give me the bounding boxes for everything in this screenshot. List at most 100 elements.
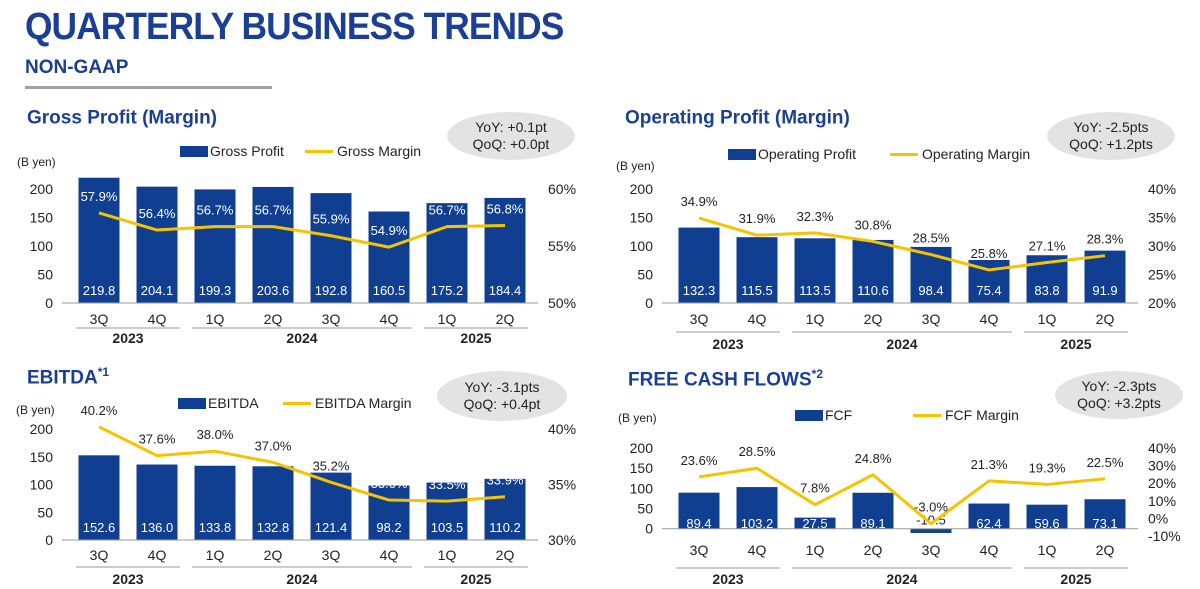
- bar-value-label: 103.2: [741, 516, 774, 531]
- category-label: 3Q: [90, 547, 109, 563]
- unit-label: (B yen): [618, 411, 657, 425]
- year-label: 2024: [886, 336, 917, 352]
- bar: [678, 227, 720, 303]
- unit-label: (B yen): [16, 403, 55, 417]
- bar-value-label: 98.2: [376, 520, 401, 535]
- margin-value-label: 56.7%: [255, 203, 292, 218]
- bar-value-label: 184.4: [489, 283, 522, 298]
- right-axis-tick: 40%: [1148, 440, 1176, 456]
- qoq-text: QoQ: +1.2pts: [1069, 136, 1153, 152]
- year-label: 2023: [712, 336, 743, 352]
- ebitda-chart: 0 50 100 150 200 30% 35% 40% 152.6 136.0 133.8 132.…: [30, 403, 576, 587]
- left-axis-tick: 150: [630, 460, 654, 476]
- margin-value-label: 27.1%: [1029, 239, 1066, 254]
- category-label: 3Q: [922, 311, 941, 327]
- year-label: 2024: [286, 330, 317, 346]
- panel-title: Gross Profit (Margin): [27, 105, 217, 129]
- right-axis-tick: 55%: [548, 238, 576, 254]
- bar: [1084, 250, 1126, 303]
- bar-value-label: 59.6: [1034, 516, 1059, 531]
- margin-value-label: 33.6%: [371, 476, 408, 491]
- legend-bar-item: Operating Profit: [728, 146, 856, 162]
- bar-value-label: 110.6: [857, 283, 889, 298]
- bar-value-label: 110.2: [489, 520, 521, 535]
- margin-value-label: 56.7%: [197, 203, 234, 218]
- chart-legend: FCF FCF Margin: [795, 407, 1055, 427]
- bar: [310, 193, 352, 303]
- category-label: 2Q: [496, 547, 515, 563]
- right-axis-tick: 30%: [1148, 238, 1176, 254]
- margin-value-label: 28.5%: [913, 231, 950, 246]
- bar-value-label: 203.6: [257, 283, 290, 298]
- margin-line: [98, 425, 506, 503]
- margin-value-label: 54.9%: [371, 223, 408, 238]
- operating-profit-chart: 0 50 100 150 200 20% 25% 30% 35% 40% 132.3 115.5 113…: [630, 181, 1176, 352]
- left-axis-tick: 150: [30, 210, 54, 226]
- bar-value-label: 199.3: [199, 283, 232, 298]
- right-axis-tick: 60%: [548, 181, 576, 197]
- left-axis-tick: 0: [645, 295, 653, 311]
- bar: [1026, 504, 1068, 529]
- bar-value-label: 113.5: [799, 283, 831, 298]
- legend-line-swatch: [283, 402, 311, 405]
- category-label: 1Q: [206, 547, 225, 563]
- right-axis-tick: 30%: [1148, 458, 1176, 474]
- qoq-text: QoQ: +0.4pt: [463, 396, 541, 412]
- bar-value-label: 160.5: [373, 283, 406, 298]
- category-label: 4Q: [980, 542, 999, 558]
- bar-value-label: 103.5: [431, 520, 464, 535]
- bar: [910, 528, 952, 533]
- bar-value-label: 89.1: [860, 516, 885, 531]
- bar-value-label: 115.5: [741, 283, 773, 298]
- yoy-qoq-badge: YoY: -2.3pts QoQ: +3.2pts: [1055, 371, 1183, 419]
- left-axis-tick: 0: [45, 532, 53, 548]
- bar: [794, 517, 836, 529]
- legend-line-label: EBITDA Margin: [315, 395, 412, 411]
- bar: [794, 238, 836, 303]
- category-label: 4Q: [148, 547, 167, 563]
- page-subtitle: NON-GAAP: [25, 57, 129, 78]
- bar: [1084, 499, 1126, 529]
- left-axis-tick: 200: [630, 181, 654, 197]
- bar: [484, 197, 526, 303]
- panel-title-text: FREE CASH FLOWS: [628, 369, 812, 391]
- category-label: 4Q: [148, 311, 167, 327]
- bar: [852, 492, 894, 529]
- free-cash-flows-chart: 0 50 100 150 200 -10% 0%10% 20%30% 40% 89.4 103.2 2…: [630, 440, 1181, 587]
- category-label: 3Q: [690, 311, 709, 327]
- category-label: 4Q: [748, 311, 767, 327]
- yoy-text: YoY: +0.1pt: [475, 119, 547, 135]
- right-axis-tick: 50%: [548, 295, 576, 311]
- bar-value-label: 91.9: [1092, 283, 1117, 298]
- bar: [252, 466, 294, 540]
- margin-value-label: 21.3%: [971, 457, 1008, 472]
- category-label: 3Q: [690, 542, 709, 558]
- left-axis-tick: 50: [637, 501, 653, 517]
- legend-line-item: EBITDA Margin: [283, 395, 411, 411]
- left-axis-tick: 50: [37, 267, 53, 283]
- bar-value-label: 89.4: [686, 516, 711, 531]
- bar: [368, 211, 410, 303]
- legend-line-swatch: [890, 153, 918, 156]
- legend-line-label: Operating Margin: [922, 146, 1031, 162]
- left-axis-tick: 100: [30, 477, 54, 493]
- category-label: 1Q: [438, 547, 457, 563]
- left-axis-tick: 150: [30, 449, 54, 465]
- category-label: 1Q: [806, 311, 825, 327]
- margin-value-label: 28.3%: [1087, 232, 1124, 247]
- panel-title-text: EBITDA: [27, 367, 98, 389]
- legend-line-label: Gross Margin: [337, 143, 422, 159]
- bar-value-label: 132.3: [683, 283, 716, 298]
- margin-line: [98, 211, 506, 249]
- bar: [852, 239, 894, 303]
- bar-value-label: 219.8: [83, 283, 116, 298]
- margin-value-label: -3.0%: [914, 500, 948, 515]
- bar-value-label: 73.1: [1092, 516, 1117, 531]
- panel-title-footnote: *1: [97, 365, 110, 379]
- left-axis-tick: 150: [630, 210, 654, 226]
- margin-value-label: 35.2%: [313, 458, 350, 473]
- bar: [78, 455, 120, 540]
- panel-title: FREE CASH FLOWS*2: [628, 367, 823, 391]
- category-label: 2Q: [1096, 542, 1115, 558]
- category-label: 2Q: [496, 311, 515, 327]
